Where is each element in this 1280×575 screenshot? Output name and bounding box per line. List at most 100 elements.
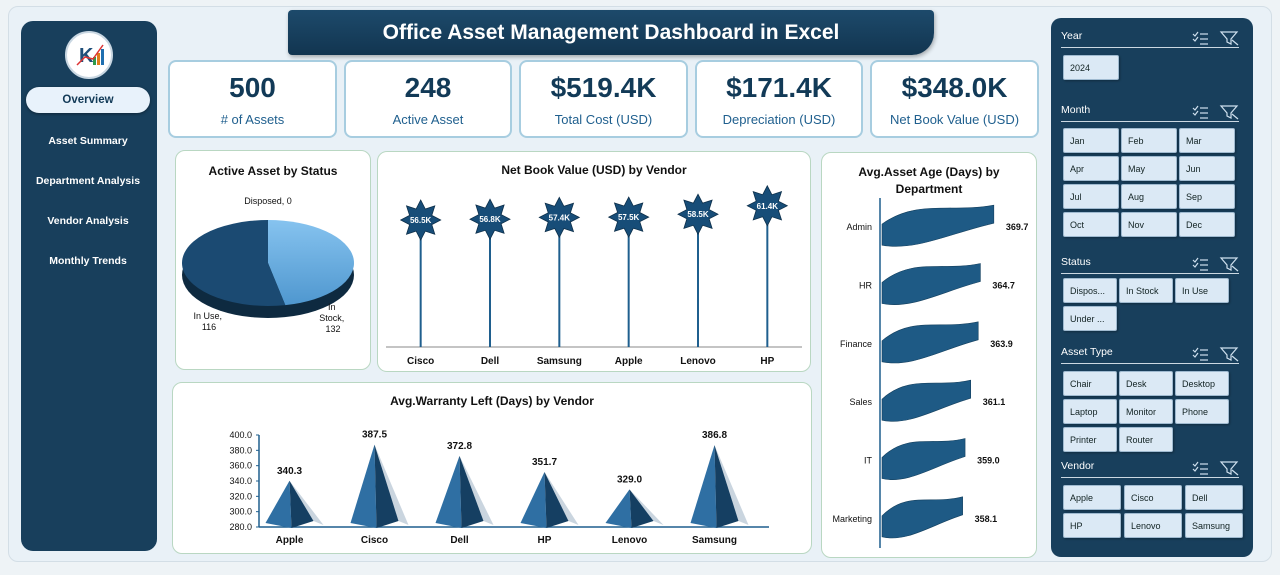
pyramid-face-left <box>435 455 462 528</box>
slicer-item[interactable]: Jan <box>1063 128 1119 153</box>
nav-overview[interactable]: Overview <box>26 87 150 113</box>
data-label: 340.3 <box>277 466 302 477</box>
slicer-item[interactable]: Cisco <box>1124 485 1182 510</box>
multi-select-icon[interactable] <box>1192 461 1208 475</box>
x-tick-label: HP <box>538 535 552 546</box>
pyramid-face-right <box>544 472 569 528</box>
slicer-item[interactable]: In Stock <box>1119 278 1173 303</box>
slicer-item[interactable]: Dispos... <box>1063 278 1117 303</box>
slicer-tools <box>1191 104 1239 120</box>
slicer-item[interactable]: Feb <box>1121 128 1177 153</box>
left-navigation: K Overview Asset Summary Department Anal… <box>21 21 157 551</box>
svg-text:K: K <box>79 45 94 67</box>
y-tick-label: 380.0 <box>229 445 252 455</box>
slicer-item[interactable]: Under ... <box>1063 306 1117 331</box>
chart-title: Net Book Value (USD) by Vendor <box>501 163 687 177</box>
slicer-item[interactable]: Samsung <box>1185 513 1243 538</box>
kpi-value: $171.4K <box>726 72 832 103</box>
x-tick-label: Cisco <box>407 356 434 367</box>
star-marker <box>469 198 511 241</box>
clear-filter-icon[interactable] <box>1219 347 1239 362</box>
x-tick-label: Dell <box>450 535 469 546</box>
slicer-item[interactable]: Chair <box>1063 371 1117 396</box>
slicer-item[interactable]: Sep <box>1179 184 1235 209</box>
y-tick-label: 360.0 <box>229 461 252 471</box>
slicer-item[interactable]: Dec <box>1179 212 1235 237</box>
nav-vendor-analysis[interactable]: Vendor Analysis <box>47 215 129 227</box>
pyramid-face-left <box>265 480 292 528</box>
kpi-value: $348.0K <box>901 72 1008 103</box>
slicer-item[interactable]: Lenovo <box>1124 513 1182 538</box>
data-label: 329.0 <box>617 474 642 485</box>
pie-slice <box>268 220 354 306</box>
chart-title-line: Department <box>895 182 963 196</box>
y-tick-label: HR <box>859 281 872 291</box>
wave-bar-chart: Admin 369.7 HR 364.7 Finance 363.9 Sales 361.1 I… <box>832 198 1028 548</box>
slicer-item[interactable]: May <box>1121 156 1177 181</box>
slicer-item[interactable]: Apple <box>1063 485 1121 510</box>
y-tick-label: Admin <box>846 222 872 232</box>
slicer-item[interactable]: 2024 <box>1063 55 1119 80</box>
slicer-item[interactable]: Desktop <box>1175 371 1229 396</box>
slicer-item[interactable]: In Use <box>1175 278 1229 303</box>
pie-label-in-use: In Use, 116 <box>193 311 224 332</box>
slicer-item[interactable]: Laptop <box>1063 399 1117 424</box>
data-label: 359.0 <box>977 456 1000 466</box>
wave-bar <box>881 321 979 364</box>
slicer-item[interactable]: Nov <box>1121 212 1177 237</box>
slicer-item[interactable]: HP <box>1063 513 1121 538</box>
y-tick-label: 340.0 <box>229 476 252 486</box>
chart-net-book-value-by-vendor: Net Book Value (USD) by Vendor 56.5K Cisc… <box>377 151 811 372</box>
slicer-item[interactable]: Jul <box>1063 184 1119 209</box>
chart-title-line: Avg.Asset Age (Days) by <box>858 165 1000 179</box>
slicer-header: Year <box>1061 30 1239 48</box>
x-tick-label: Samsung <box>537 356 582 367</box>
kpi-label: Depreciation (USD) <box>722 112 836 127</box>
pyramid-face-left <box>605 489 632 528</box>
y-tick-label: Marketing <box>832 514 872 524</box>
pyramid-face-right <box>459 455 484 528</box>
pyramid-shadow <box>289 480 324 525</box>
data-label: 58.5K <box>687 210 709 219</box>
slicer-item[interactable]: Aug <box>1121 184 1177 209</box>
slicer-tools <box>1191 30 1239 46</box>
clear-filter-icon[interactable] <box>1219 461 1239 476</box>
slicer-item[interactable]: Monitor <box>1119 399 1173 424</box>
pie-slice <box>181 220 286 306</box>
multi-select-icon[interactable] <box>1192 105 1208 119</box>
slicer-item[interactable]: Phone <box>1175 399 1229 424</box>
slicer-item[interactable]: Mar <box>1179 128 1235 153</box>
x-tick-label: Dell <box>481 356 500 367</box>
multi-select-icon[interactable] <box>1192 257 1208 271</box>
clear-filter-icon[interactable] <box>1219 257 1239 272</box>
kpi-card-assets: 500 # of Assets <box>168 60 337 138</box>
y-tick-label: IT <box>864 456 873 466</box>
slicer-item[interactable]: Desk <box>1119 371 1173 396</box>
slicer-tools <box>1191 460 1239 476</box>
slicer-item[interactable]: Dell <box>1185 485 1243 510</box>
data-label: 386.8 <box>702 430 727 441</box>
multi-select-icon[interactable] <box>1192 347 1208 361</box>
pyramid-chart: 280.0 300.0 320.0 340.0 360.0 380.0 400.0 340.3… <box>229 430 769 546</box>
data-label: 57.5K <box>618 213 640 222</box>
x-tick-label: Lenovo <box>680 356 716 367</box>
pie-label-disposed: Disposed, 0 <box>244 196 292 206</box>
clear-filter-icon[interactable] <box>1219 31 1239 46</box>
data-label: 57.4K <box>549 213 571 222</box>
nav-monthly-trends[interactable]: Monthly Trends <box>49 255 127 267</box>
kpi-label: Net Book Value (USD) <box>889 112 1020 127</box>
slicer-item[interactable]: Oct <box>1063 212 1119 237</box>
slicer-item[interactable]: Printer <box>1063 427 1117 452</box>
slicer-item[interactable]: Jun <box>1179 156 1235 181</box>
slicer-item[interactable]: Router <box>1119 427 1173 452</box>
clear-filter-icon[interactable] <box>1219 105 1239 120</box>
wave-bar <box>881 438 966 480</box>
nav-asset-summary[interactable]: Asset Summary <box>48 135 128 147</box>
slicer-title: Asset Type <box>1061 346 1113 358</box>
nav-department-analysis[interactable]: Department Analysis <box>35 175 141 187</box>
multi-select-icon[interactable] <box>1192 31 1208 45</box>
data-label: 56.5K <box>410 216 432 225</box>
slicer-item[interactable]: Apr <box>1063 156 1119 181</box>
slicer-header: Asset Type <box>1061 346 1239 364</box>
